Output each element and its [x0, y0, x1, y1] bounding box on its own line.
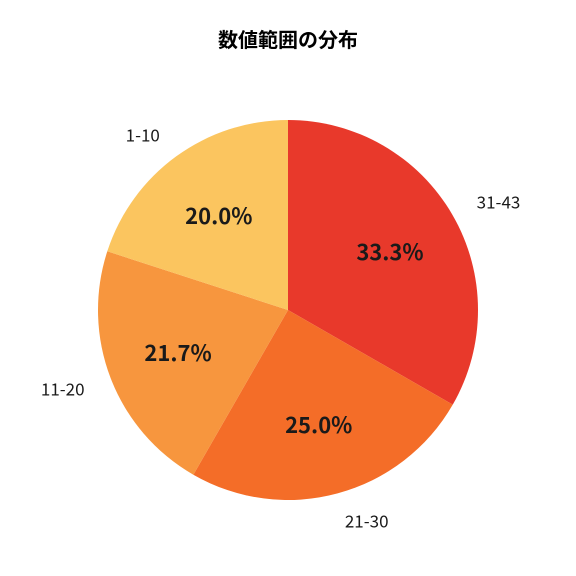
pie-chart	[0, 0, 576, 576]
category-label-1: 21-30	[345, 508, 389, 533]
pct-label-3: 20.0%	[185, 199, 252, 231]
pct-label-0: 33.3%	[356, 235, 423, 267]
category-label-3: 1-10	[126, 121, 160, 146]
pct-label-2: 21.7%	[144, 336, 211, 368]
pct-label-1: 25.0%	[285, 408, 352, 440]
category-label-2: 11-20	[41, 376, 85, 401]
category-label-0: 31-43	[477, 188, 521, 213]
chart-container: 数値範囲の分布 33.3%31-4325.0%21-3021.7%11-2020…	[0, 0, 576, 576]
